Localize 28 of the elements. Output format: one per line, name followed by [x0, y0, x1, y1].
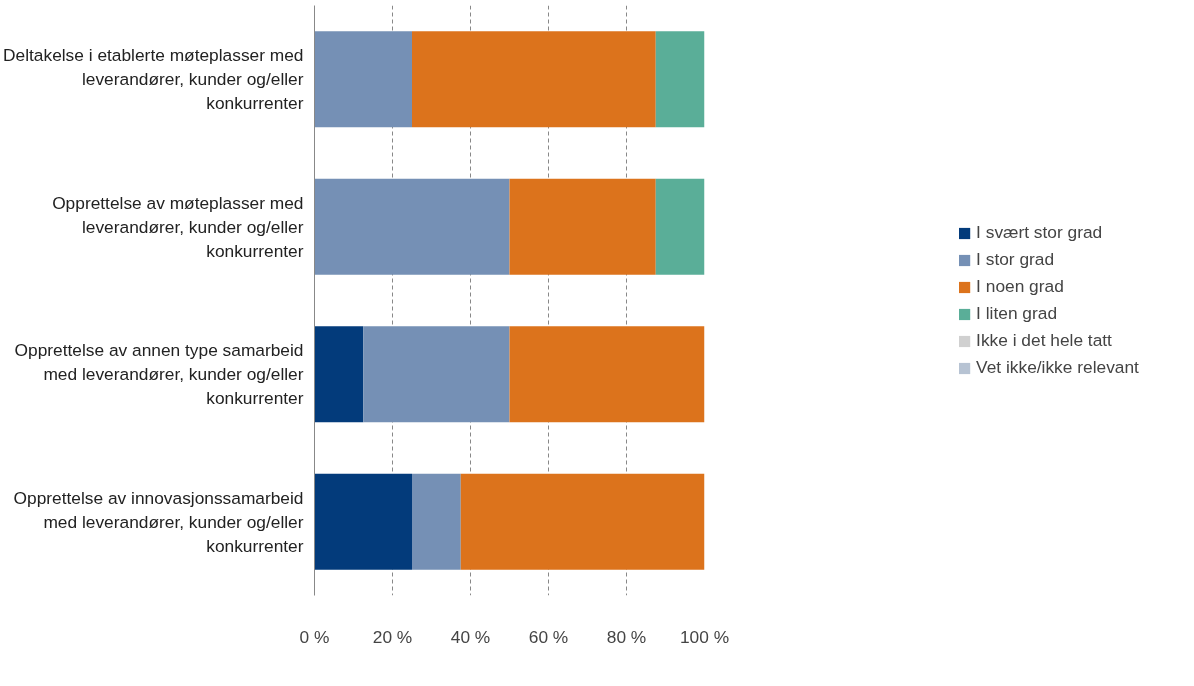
- legend-label: I noen grad: [976, 276, 1064, 297]
- bar: [363, 326, 510, 423]
- bar: [655, 31, 705, 128]
- bar: [314, 178, 510, 275]
- x-tick-label: 0 %: [299, 626, 330, 647]
- legend-label: Vet ikke/ikke relevant: [976, 357, 1139, 378]
- bar: [412, 31, 656, 128]
- y-tick-label: Opprettelse av møteplasser med leverandører, kunder og/eller konkurrenter: [52, 192, 304, 261]
- x-tick-label: 40 %: [450, 626, 491, 647]
- bar: [509, 326, 705, 423]
- bar: [412, 473, 461, 570]
- bar: [314, 31, 412, 128]
- y-tick-label: Opprettelse av innovasjonssamarbeid med leverandører, kunder og/eller konkurrenter: [13, 487, 304, 556]
- bar: [314, 473, 412, 570]
- y-tick-label: Deltakelse i etablerte møteplasser med leverandører, kunder og/eller konkurrenter: [3, 45, 304, 114]
- x-tick-label: 60 %: [528, 626, 569, 647]
- bar: [460, 473, 705, 570]
- y-tick-label: Opprettelse av annen type samarbeid med leverandører, kunder og/eller konkurrenter: [14, 340, 304, 409]
- bar: [655, 178, 705, 275]
- bar: [314, 326, 364, 423]
- x-tick-label: 20 %: [372, 626, 413, 647]
- legend-label: I stor grad: [976, 249, 1055, 270]
- legend-label: I liten grad: [976, 303, 1058, 324]
- x-tick-label: 80 %: [606, 626, 647, 647]
- legend-label: Ikke i det hele tatt: [976, 330, 1112, 351]
- legend-label: I svært stor grad: [976, 222, 1103, 243]
- x-tick-label: 100 %: [679, 626, 730, 647]
- bar: [509, 178, 656, 275]
